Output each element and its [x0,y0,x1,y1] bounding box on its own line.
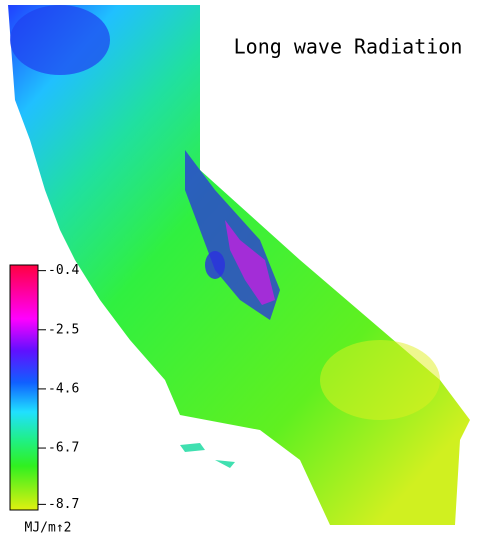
colorbar-tick-label: -6.7 [48,441,79,456]
colorbar-tick-label: -2.5 [48,322,79,337]
california-map [8,5,470,525]
colorbar-tick-label: -0.4 [48,263,79,278]
colorbar [9,264,39,511]
map-title: Long wave Radiation [234,35,463,59]
colorbar-unit: MJ/m↑2 [25,521,72,536]
colorbar-tick-label: -4.6 [48,381,79,396]
colorbar-tick-label: -8.7 [48,497,79,512]
